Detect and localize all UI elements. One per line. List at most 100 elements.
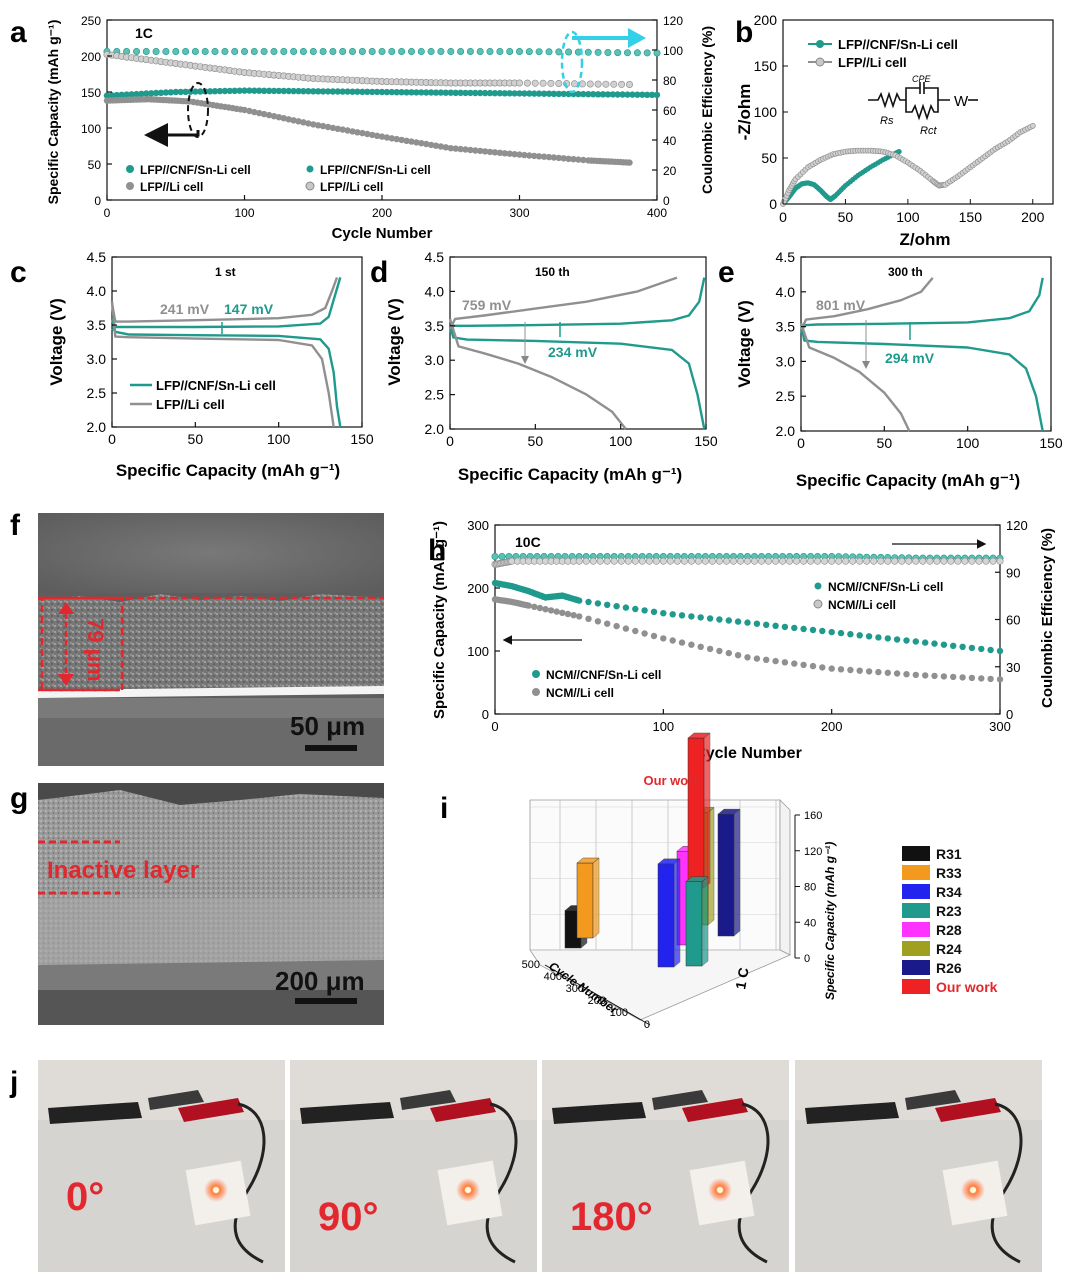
panel-label-h: h bbox=[428, 534, 446, 567]
chart-a-point bbox=[369, 131, 376, 139]
chart-h-capacity-point bbox=[903, 637, 910, 644]
chart-a-point bbox=[423, 140, 430, 148]
chart-a-point bbox=[653, 91, 661, 99]
chart-a-point bbox=[403, 89, 410, 96]
chart-a-point bbox=[427, 141, 435, 149]
chart-a-point bbox=[565, 155, 572, 162]
chart-a-point bbox=[481, 89, 489, 97]
chart-a-ytick-label: 100 bbox=[81, 122, 101, 136]
chart-a-point bbox=[148, 90, 155, 97]
chart-h-ce-point bbox=[680, 557, 688, 565]
chart-h-capacity-point bbox=[809, 626, 817, 634]
chart-h-capacity-point bbox=[875, 668, 882, 676]
chart-a-point bbox=[432, 89, 440, 96]
chart-a-point bbox=[251, 108, 258, 116]
chart-a-point bbox=[275, 114, 283, 121]
chart-a-point bbox=[590, 91, 597, 98]
chart-h-capacity-point bbox=[978, 645, 985, 653]
chart-a-point bbox=[619, 91, 626, 98]
chart-h-capacity-point bbox=[744, 619, 751, 626]
chart-a-point bbox=[437, 143, 445, 150]
chart-a-point bbox=[211, 88, 219, 95]
chart-a-point bbox=[535, 90, 543, 97]
chart-a-point bbox=[373, 132, 381, 139]
chart-h-legend-left: NCM//CNF/Sn-Li cell NCM//Li cell bbox=[532, 668, 661, 700]
photo-strip-j: 0° 90° 180° bbox=[38, 1060, 1042, 1272]
chart-h-ce-point bbox=[582, 557, 590, 565]
chart-a-legend-2: LFP//Li cell bbox=[140, 180, 203, 194]
chart-h-ce-point bbox=[659, 557, 667, 565]
chart-a-point bbox=[319, 88, 327, 95]
chart-a-point bbox=[481, 148, 489, 155]
chart-a-point bbox=[344, 88, 351, 95]
chart-a-point bbox=[310, 88, 317, 95]
chart-a-point bbox=[547, 79, 555, 87]
chart-h-ce-point bbox=[975, 557, 983, 565]
chart-a-y2tick-label: 0 bbox=[663, 194, 670, 208]
chart-a-point bbox=[118, 91, 125, 99]
chart-e-ytick-label: 2.0 bbox=[776, 423, 796, 439]
chart-a-point bbox=[143, 90, 150, 97]
chart-e-xtick-label: 100 bbox=[956, 435, 980, 451]
sem-f-scalebar bbox=[305, 745, 357, 751]
chart-a-point bbox=[526, 152, 533, 159]
chart-d-xtick-label: 0 bbox=[446, 433, 454, 449]
chart-a-point bbox=[633, 49, 641, 57]
chart-h-capacity-point bbox=[632, 627, 639, 635]
chart-a-point bbox=[565, 48, 573, 56]
chart-b-legend: LFP//CNF/Sn-Li cell LFP//Li cell bbox=[808, 37, 958, 70]
chart-h-capacity-point bbox=[559, 609, 566, 616]
chart-i-legend-label: R34 bbox=[936, 884, 962, 900]
chart-a-point bbox=[602, 80, 610, 88]
chart-h-capacity-point bbox=[912, 638, 919, 645]
chart-h-capacity-point bbox=[716, 616, 723, 623]
chart-d: 0 50 100 150 2.0 2.5 3.0 3.5 4.0 4.5 150 th 759 m… bbox=[385, 249, 718, 484]
chart-a-point bbox=[359, 129, 366, 137]
chart-d-gap-gray: 759 mV bbox=[462, 297, 512, 313]
chart-a-left-arrow bbox=[144, 123, 200, 147]
chart-a-point bbox=[216, 87, 224, 95]
chart-e-ytick-label: 3.0 bbox=[776, 353, 796, 369]
chart-a: 0 100 200 300 400050100150200250020406080100… bbox=[45, 14, 715, 242]
chart-h-ce-point bbox=[912, 557, 920, 565]
chart-a-left-ellipse bbox=[187, 82, 209, 138]
chart-a-point bbox=[618, 80, 626, 88]
chart-a-point bbox=[423, 89, 430, 96]
chart-b: 0 50 100 150 200 0 50 100 150 200 Z/ohm -Z/ohm LF… bbox=[735, 12, 1054, 249]
chart-a-point bbox=[467, 146, 474, 154]
chart-c-ytick-label: 4.5 bbox=[87, 249, 107, 265]
sem-image-f: 79 μm 50 μm bbox=[38, 513, 384, 766]
chart-h-ce-point bbox=[638, 557, 646, 565]
chart-a-point bbox=[403, 137, 410, 144]
chart-h-y2tick-label: 0 bbox=[1006, 707, 1013, 722]
chart-h-ce-point bbox=[968, 557, 976, 565]
chart-h-ytick-label: 100 bbox=[467, 644, 489, 659]
panel-label-c: c bbox=[10, 256, 27, 289]
chart-h-capacity-point bbox=[744, 654, 751, 661]
panel-label-f: f bbox=[10, 509, 21, 542]
chart-a-point bbox=[364, 130, 371, 138]
chart-d-ytick-label: 4.0 bbox=[425, 283, 445, 299]
chart-i-ztick-label: 120 bbox=[804, 846, 822, 858]
chart-a-point bbox=[315, 122, 322, 129]
chart-a-point bbox=[555, 48, 563, 56]
chart-h-ce-point bbox=[729, 557, 737, 565]
chart-a-point bbox=[250, 47, 258, 55]
chart-a-point bbox=[457, 145, 464, 153]
chart-h-capacity-point bbox=[968, 674, 976, 682]
chart-h-capacity-point bbox=[772, 657, 779, 665]
chart-d-discharge-line bbox=[448, 318, 627, 430]
chart-i-legend-swatch bbox=[902, 903, 930, 918]
chart-i-side-label: 1 C bbox=[732, 966, 752, 990]
chart-h-legend-left-0: NCM//CNF/Sn-Li cell bbox=[546, 668, 661, 682]
chart-h-ylabel: Specific Capacity (mAh g⁻¹) bbox=[431, 521, 448, 719]
chart-e-xtick-label: 150 bbox=[1039, 435, 1063, 451]
chart-d-ytick-label: 3.5 bbox=[425, 318, 445, 334]
chart-h-capacity-point bbox=[547, 607, 555, 614]
chart-a-point bbox=[506, 150, 513, 157]
chart-a-point bbox=[339, 47, 347, 55]
chart-a-point bbox=[467, 89, 474, 97]
chart-e-charge-line bbox=[799, 277, 1044, 335]
chart-a-point bbox=[418, 140, 425, 147]
chart-h-ce-point bbox=[779, 557, 787, 565]
